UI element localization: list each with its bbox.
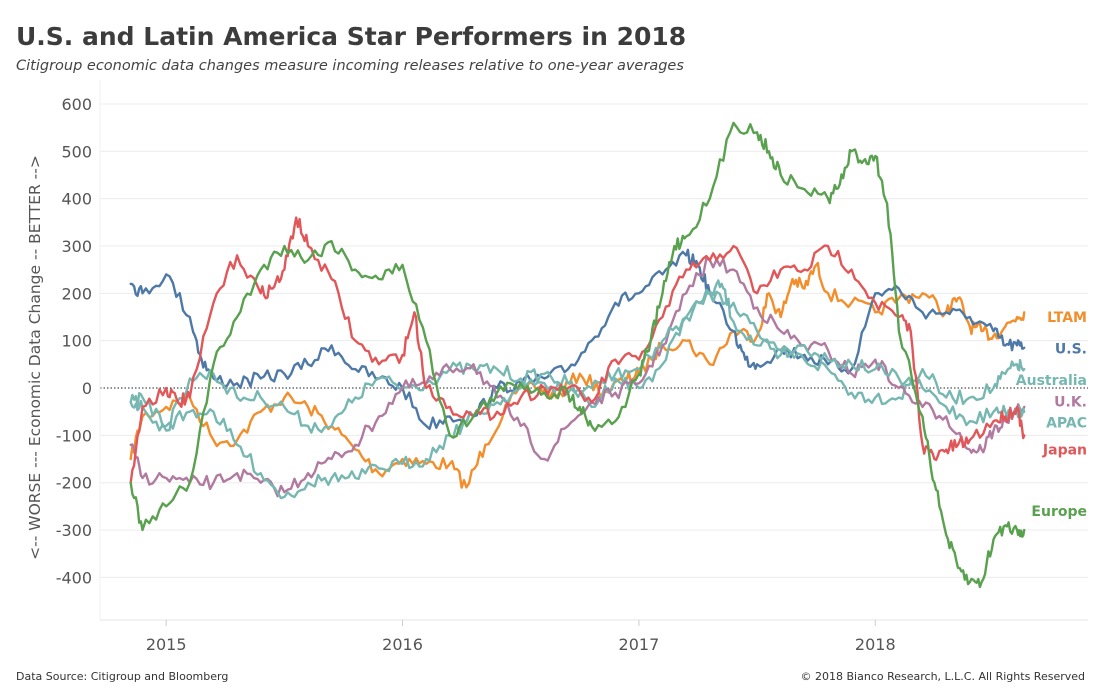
x-tick-label: 2015 xyxy=(146,635,187,654)
series-lines xyxy=(129,121,1026,589)
series-label-ltam: LTAM xyxy=(1047,310,1087,326)
y-tick-label: -200 xyxy=(56,474,92,493)
series-line-japan xyxy=(129,216,1026,484)
series-label-japan: Japan xyxy=(1042,443,1087,459)
y-tick-label: 200 xyxy=(61,284,92,303)
y-axis-ticks: -400 -300 -200 -100 0 100 200 300 400 500 600 xyxy=(56,95,92,587)
series-label-u-s: U.S. xyxy=(1055,342,1087,358)
chart-subtitle: Citigroup economic data changes measure … xyxy=(16,58,684,74)
series-label-europe: Europe xyxy=(1031,504,1087,520)
series-line-europe xyxy=(129,121,1026,589)
y-axis-label: <-- WORSE --- Economic Data Change -- BE… xyxy=(26,155,44,560)
series-label-australia: Australia xyxy=(1016,373,1087,389)
y-tick-label: 600 xyxy=(61,95,92,114)
series-line-u-k xyxy=(129,257,1026,498)
y-tick-label: 500 xyxy=(61,142,92,161)
chart-title: U.S. and Latin America Star Performers i… xyxy=(16,22,687,51)
gridlines xyxy=(99,80,1088,626)
y-tick-label: 100 xyxy=(61,332,92,351)
y-tick-label: -100 xyxy=(56,426,92,445)
y-tick-label: 0 xyxy=(82,379,92,398)
series-label-u-k: U.K. xyxy=(1054,394,1087,410)
series-labels: LTAM U.S. Australia U.K. APAC Japan Europe xyxy=(1016,310,1087,520)
copyright-note: © 2018 Bianco Research, L.L.C. All Right… xyxy=(800,670,1085,683)
x-tick-label: 2017 xyxy=(619,635,660,654)
x-tick-label: 2016 xyxy=(382,635,423,654)
x-axis-ticks: 2015 2016 2017 2018 xyxy=(146,635,896,654)
y-tick-label: -300 xyxy=(56,521,92,540)
series-label-apac: APAC xyxy=(1046,416,1087,432)
series-line-apac xyxy=(129,290,1026,500)
series-line-australia xyxy=(129,279,1026,434)
y-tick-label: -400 xyxy=(56,568,92,587)
y-tick-label: 300 xyxy=(61,237,92,256)
data-source-note: Data Source: Citigroup and Bloomberg xyxy=(16,670,229,683)
x-tick-label: 2018 xyxy=(855,635,896,654)
y-tick-label: 400 xyxy=(61,190,92,209)
